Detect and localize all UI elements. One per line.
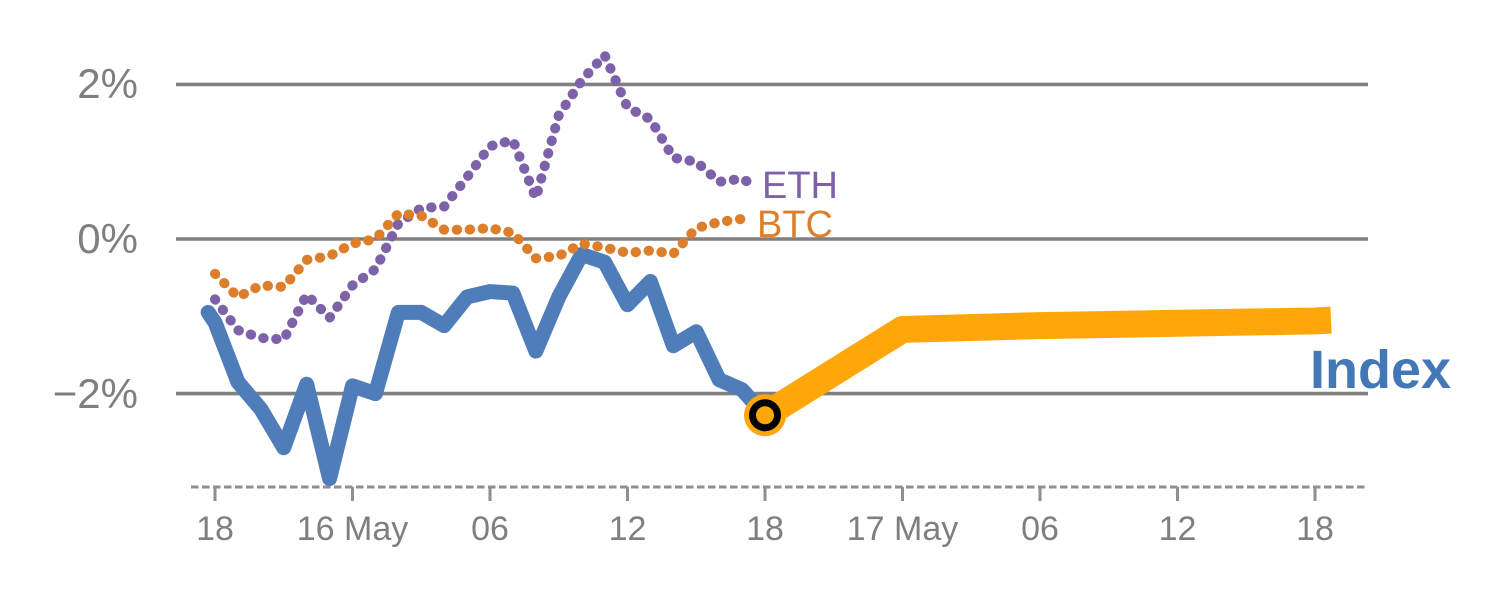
x-tick-label: 06: [1021, 510, 1059, 548]
forecast-start-marker: [744, 394, 787, 437]
x-tick-label: 12: [608, 510, 647, 548]
index-series-label: Index: [1310, 340, 1452, 400]
x-tick-label: 06: [471, 510, 509, 548]
marker-ring-icon: [749, 399, 782, 432]
x-axis-ticks: [213, 487, 1317, 501]
x-tick-label: 18: [196, 510, 234, 548]
index-line: [200, 246, 773, 487]
y-tick-label: 0%: [77, 215, 138, 262]
eth-series-label: ETH: [762, 165, 838, 207]
x-tick-label: 16 May: [296, 510, 409, 548]
btc-series-label: BTC: [757, 204, 833, 246]
x-tick-label: 18: [746, 510, 784, 548]
y-tick-label: 2%: [77, 60, 138, 108]
eth-line: [210, 50, 761, 345]
x-tick-label: 17 May: [846, 510, 959, 548]
x-tick-label: 12: [1158, 510, 1197, 548]
btc-line: [210, 208, 757, 302]
forecast-line: [757, 306, 1332, 427]
x-tick-label: 18: [1296, 510, 1334, 548]
y-tick-label: −2%: [52, 369, 138, 417]
